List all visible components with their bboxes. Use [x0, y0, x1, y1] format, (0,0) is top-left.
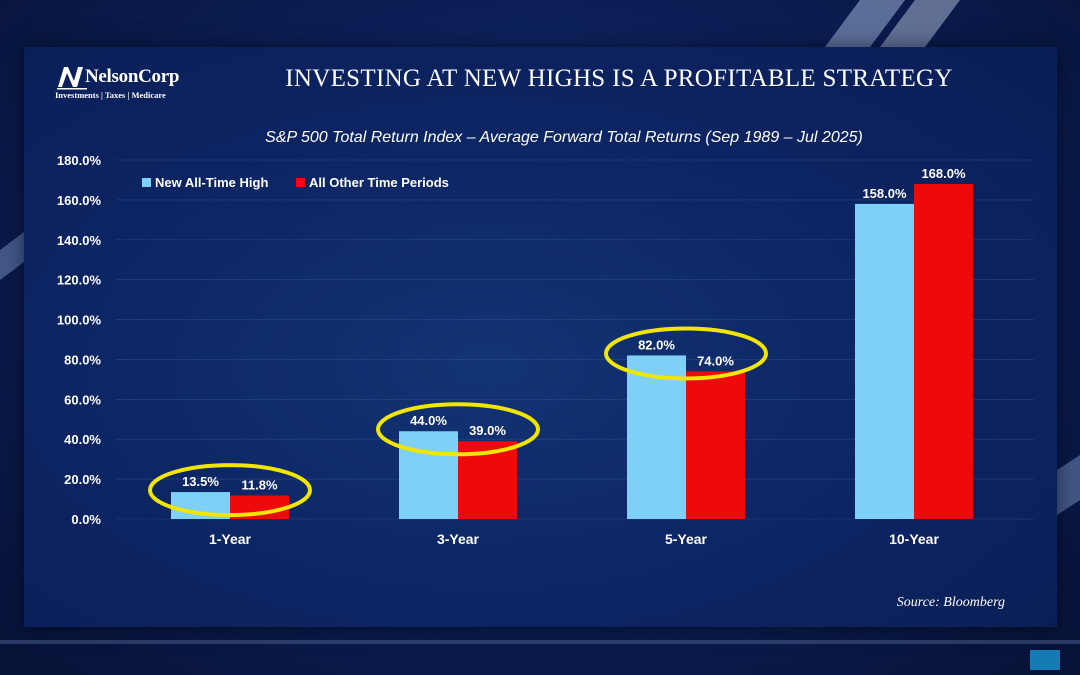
chart-title: S&P 500 Total Return Index – Average For… — [265, 129, 863, 146]
background-streak — [1030, 650, 1060, 670]
bar — [627, 355, 686, 519]
data-label: 74.0% — [697, 353, 734, 368]
x-tick-label: 5-Year — [665, 531, 708, 547]
brand-tagline: Investments | Taxes | Medicare — [55, 90, 166, 100]
brand-name: NelsonCorp — [85, 66, 180, 87]
bar — [914, 183, 973, 519]
nelsoncorp-logo: NelsonCorp Investments | Taxes | Medicar… — [55, 63, 190, 103]
data-label: 39.0% — [469, 423, 506, 438]
bar — [855, 203, 914, 519]
highlight-ellipse — [376, 402, 540, 457]
background-streak — [0, 640, 1080, 644]
x-tick-label: 3-Year — [437, 531, 480, 547]
background-streak — [0, 232, 24, 280]
bar — [686, 371, 745, 519]
bar — [399, 431, 458, 519]
page-title: INVESTING AT NEW HIGHS IS A PROFITABLE S… — [285, 65, 953, 92]
y-tick-label: 40.0% — [64, 432, 101, 447]
chart-panel: NelsonCorp Investments | Taxes | Medicar… — [24, 47, 1057, 627]
data-label: 11.8% — [241, 477, 278, 492]
y-tick-label: 60.0% — [64, 392, 101, 407]
y-tick-label: 160.0% — [57, 193, 102, 208]
source-note: Source: Bloomberg — [896, 595, 1005, 610]
legend-swatch — [296, 178, 305, 187]
x-tick-label: 1-Year — [209, 531, 252, 547]
data-label: 168.0% — [921, 166, 966, 181]
nelsoncorp-n-icon — [57, 67, 87, 90]
y-tick-label: 80.0% — [64, 352, 101, 367]
legend-swatch — [142, 178, 151, 187]
data-label: 82.0% — [638, 337, 675, 352]
y-tick-label: 140.0% — [57, 233, 102, 248]
legend-label: New All-Time High — [155, 175, 268, 190]
y-tick-label: 120.0% — [57, 273, 102, 288]
background-streak — [825, 0, 905, 47]
x-tick-label: 10-Year — [889, 531, 939, 547]
data-label: 13.5% — [182, 474, 219, 489]
data-label: 44.0% — [410, 413, 447, 428]
background-streak — [880, 0, 960, 47]
y-tick-label: 20.0% — [64, 472, 101, 487]
background-streak — [1057, 455, 1080, 515]
y-tick-label: 100.0% — [57, 313, 102, 328]
legend-label: All Other Time Periods — [309, 175, 449, 190]
data-label: 158.0% — [862, 186, 907, 201]
bar-chart: 0.0% 20.0% 40.0% 60.0% 80.0% 100.0% 120.0% 140.… — [57, 153, 1034, 547]
highlight-ellipse — [604, 326, 768, 381]
y-tick-label: 0.0% — [71, 512, 101, 527]
y-tick-label: 180.0% — [57, 153, 102, 168]
highlight-ellipse — [148, 463, 312, 518]
